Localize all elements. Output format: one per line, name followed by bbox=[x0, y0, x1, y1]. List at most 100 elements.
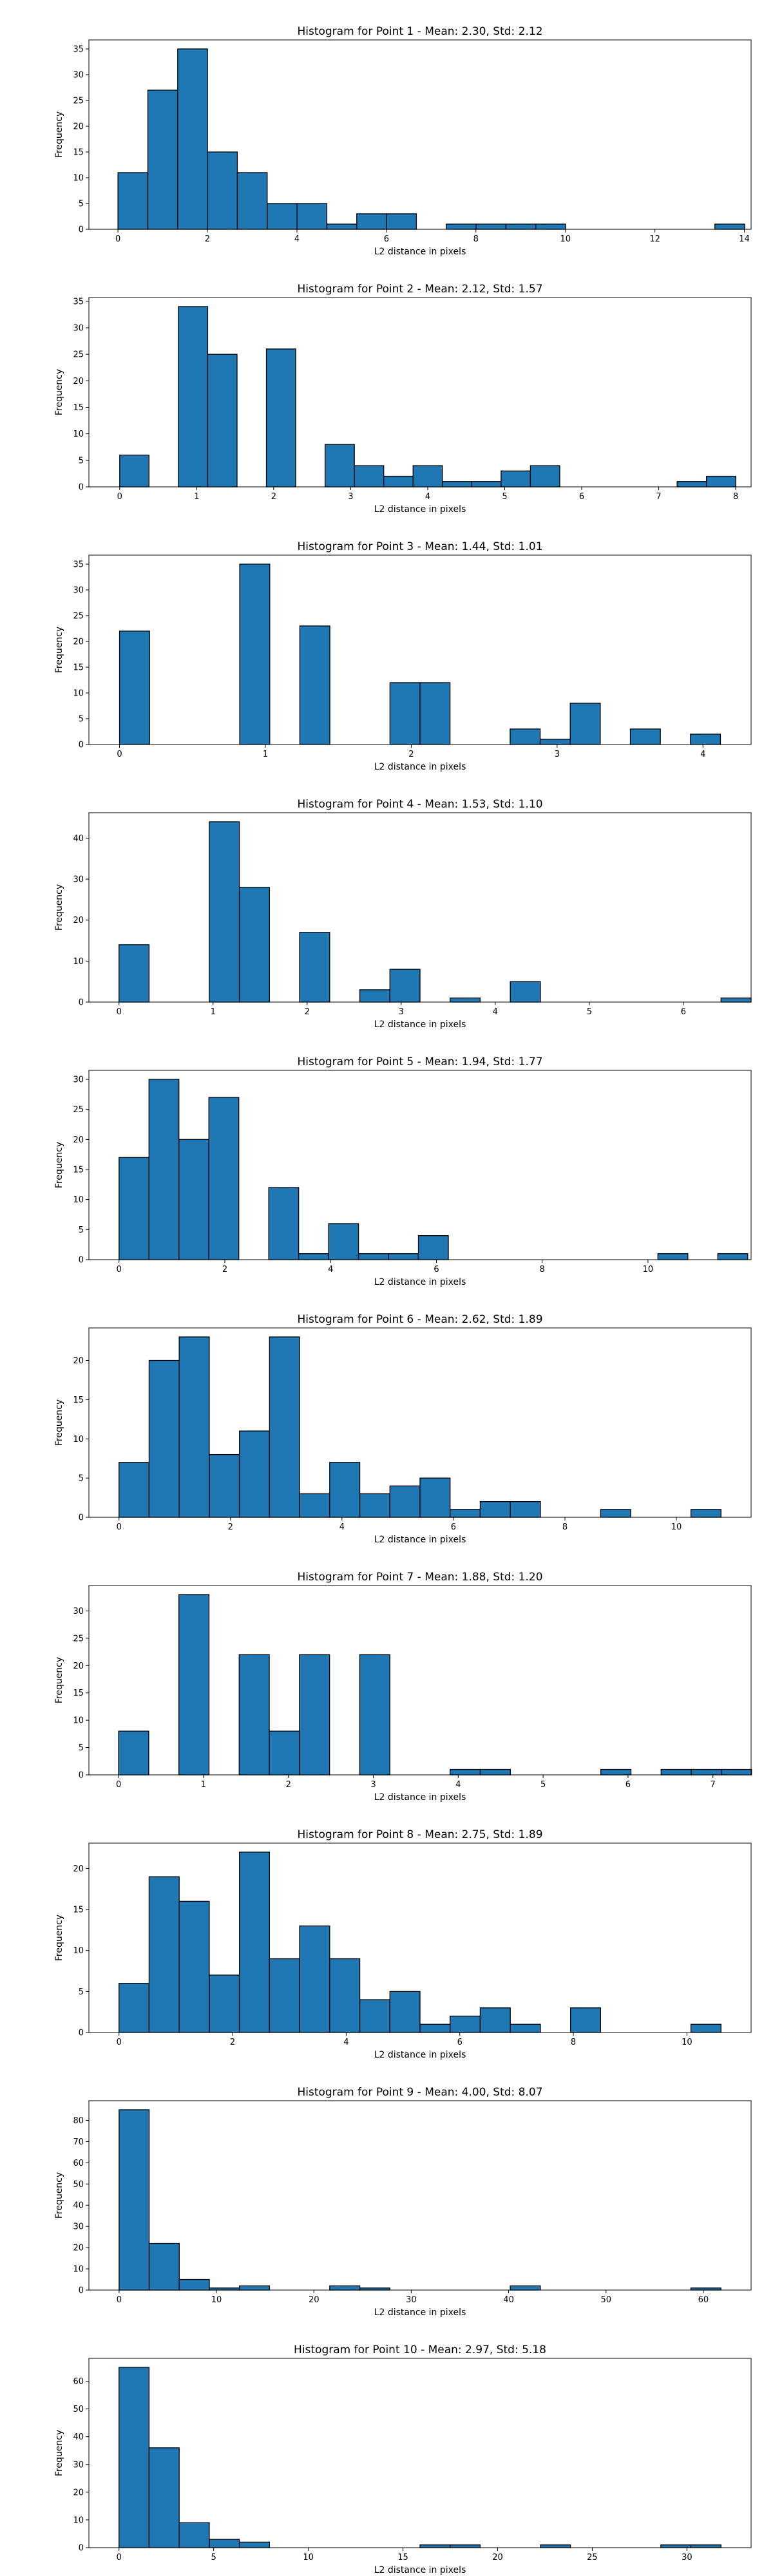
histogram-bar bbox=[178, 2522, 210, 2548]
histogram-bar bbox=[475, 223, 507, 230]
x-tick-label: 0 bbox=[117, 2038, 122, 2047]
y-tick-label: 25 bbox=[73, 612, 84, 621]
histogram-bar bbox=[299, 1493, 330, 1518]
x-tick-label: 6 bbox=[434, 1265, 439, 1274]
y-tick-label: 15 bbox=[73, 1166, 84, 1175]
y-tick-label: 5 bbox=[79, 1743, 84, 1753]
y-tick-label: 0 bbox=[79, 2029, 84, 2038]
y-tick-label: 5 bbox=[79, 1226, 84, 1235]
histogram-bar bbox=[118, 1730, 149, 1776]
chart-title: Histogram for Point 7 - Mean: 1.88, Std:… bbox=[297, 1571, 542, 1584]
histogram-bar bbox=[676, 481, 707, 488]
histogram-bar bbox=[148, 1876, 180, 2033]
x-tick-label: 0 bbox=[117, 750, 122, 759]
histogram-bar bbox=[209, 1975, 240, 2033]
y-tick-label: 25 bbox=[73, 97, 84, 106]
y-tick-label: 15 bbox=[73, 1906, 84, 1915]
histogram-bar bbox=[479, 2007, 511, 2033]
y-tick-label: 15 bbox=[73, 148, 84, 158]
histogram-bar bbox=[299, 1925, 330, 2033]
histogram-bar bbox=[660, 1768, 692, 1776]
x-tick-label: 14 bbox=[739, 234, 750, 244]
histogram-panel-1: Histogram for Point 1 - Mean: 2.30, Std:… bbox=[54, 25, 752, 257]
x-tick-label: 6 bbox=[451, 1522, 456, 1532]
histogram-bar bbox=[267, 203, 298, 230]
y-tick-label: 0 bbox=[79, 1771, 84, 1781]
histogram-bar bbox=[417, 1235, 449, 1260]
histogram-bar bbox=[510, 2285, 541, 2291]
y-axis-label: Frequency bbox=[54, 627, 64, 673]
x-tick-label: 30 bbox=[682, 2553, 692, 2562]
x-tick-label: 10 bbox=[643, 1265, 654, 1274]
histogram-bar bbox=[358, 1253, 389, 1260]
y-tick-label: 30 bbox=[73, 1075, 84, 1085]
histogram-bar bbox=[471, 481, 502, 488]
x-tick-label: 4 bbox=[493, 1007, 498, 1017]
x-tick-label: 4 bbox=[700, 750, 705, 759]
x-tick-label: 8 bbox=[571, 2038, 576, 2047]
y-tick-label: 50 bbox=[73, 2405, 84, 2414]
histogram-bar bbox=[535, 223, 566, 230]
y-tick-label: 35 bbox=[73, 45, 84, 55]
histogram-bar bbox=[326, 223, 358, 230]
y-tick-label: 10 bbox=[73, 1946, 84, 1956]
histogram-bar bbox=[209, 821, 240, 1003]
y-tick-label: 20 bbox=[73, 2488, 84, 2497]
y-tick-label: 30 bbox=[73, 71, 84, 80]
x-tick-label: 4 bbox=[294, 234, 300, 244]
y-tick-label: 20 bbox=[73, 916, 84, 925]
axes-frame bbox=[88, 39, 752, 230]
x-tick-label: 5 bbox=[587, 1007, 592, 1017]
x-tick-label: 6 bbox=[457, 2038, 463, 2047]
x-tick-label: 10 bbox=[211, 2295, 222, 2305]
histogram-bar bbox=[265, 348, 296, 488]
histogram-bar bbox=[329, 1462, 361, 1518]
x-tick-label: 10 bbox=[682, 2038, 692, 2047]
x-tick-label: 10 bbox=[671, 1522, 682, 1532]
x-axis-label: L2 distance in pixels bbox=[374, 762, 466, 772]
chart-title: Histogram for Point 9 - Mean: 4.00, Std:… bbox=[297, 2086, 542, 2099]
histogram-bar bbox=[119, 1157, 149, 1260]
x-tick-label: 3 bbox=[555, 750, 560, 759]
y-tick-label: 60 bbox=[73, 2159, 84, 2168]
y-tick-label: 0 bbox=[79, 1256, 84, 1265]
y-tick-label: 15 bbox=[73, 1396, 84, 1405]
x-tick-label: 4 bbox=[339, 1522, 345, 1532]
x-tick-label: 8 bbox=[473, 234, 479, 244]
histogram-bar bbox=[389, 969, 421, 1003]
histogram-bar bbox=[412, 465, 443, 488]
x-tick-label: 10 bbox=[303, 2553, 314, 2562]
y-tick-label: 30 bbox=[73, 2460, 84, 2470]
x-axis-label: L2 distance in pixels bbox=[374, 1792, 466, 1803]
x-tick-label: 0 bbox=[117, 1265, 122, 1274]
y-tick-label: 35 bbox=[73, 560, 84, 570]
x-tick-label: 4 bbox=[455, 1780, 461, 1790]
x-axis-label: L2 distance in pixels bbox=[374, 2565, 466, 2575]
histogram-bar bbox=[119, 454, 150, 488]
chart-title: Histogram for Point 5 - Mean: 1.94, Std:… bbox=[297, 1056, 542, 1068]
histogram-bar bbox=[269, 1730, 300, 1776]
axes-frame bbox=[88, 2358, 752, 2548]
y-tick-label: 20 bbox=[73, 1356, 84, 1366]
histogram-bar bbox=[540, 2544, 571, 2548]
histogram-bar bbox=[419, 2544, 451, 2548]
y-tick-label: 60 bbox=[73, 2377, 84, 2387]
y-axis-label: Frequency bbox=[54, 2430, 64, 2476]
x-tick-label: 6 bbox=[384, 234, 389, 244]
histogram-bar bbox=[178, 1336, 210, 1518]
y-tick-label: 10 bbox=[73, 2515, 84, 2525]
y-tick-label: 5 bbox=[79, 456, 84, 466]
y-tick-label: 15 bbox=[73, 1689, 84, 1698]
y-tick-label: 40 bbox=[73, 2432, 84, 2442]
y-axis-label: Frequency bbox=[54, 1915, 64, 1961]
y-tick-label: 30 bbox=[73, 2222, 84, 2232]
histogram-bar bbox=[239, 564, 271, 745]
histogram-bar bbox=[119, 944, 150, 1003]
histogram-bar bbox=[510, 728, 541, 745]
histogram-bar bbox=[178, 1594, 210, 1776]
x-tick-label: 4 bbox=[425, 492, 430, 502]
histogram-bar bbox=[501, 470, 531, 488]
y-tick-label: 80 bbox=[73, 2116, 84, 2126]
histogram-bar bbox=[119, 1982, 150, 2033]
y-tick-label: 10 bbox=[73, 957, 84, 967]
